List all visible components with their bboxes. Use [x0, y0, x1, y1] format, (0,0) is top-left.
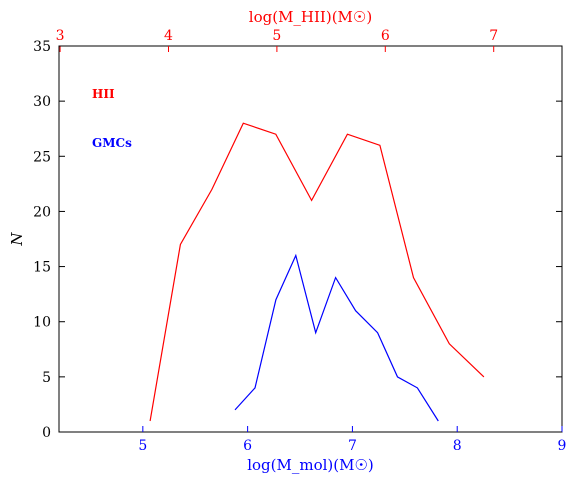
y-tick-label: 5 [42, 370, 51, 386]
top-x-tick-label: 3 [56, 28, 65, 44]
legend-entry-hii: HII [92, 87, 115, 101]
top-x-axis: 3 4 5 6 7 [56, 28, 498, 52]
y-tick-label: 35 [33, 39, 51, 55]
bottom-x-tick-label: 8 [453, 438, 462, 454]
series-layer [149, 122, 485, 422]
y-tick-label: 30 [33, 94, 51, 110]
series-line-gmcs [234, 253, 439, 422]
bottom-x-tick-label: 9 [558, 438, 567, 454]
y-axis: 0 5 10 15 20 25 30 35 [33, 39, 562, 441]
plot-frame [58, 45, 563, 433]
top-x-axis-label: log(M_HII)(M☉) [249, 8, 372, 26]
y-tick-label: 15 [33, 260, 51, 276]
top-x-tick-label: 7 [489, 28, 498, 44]
x-axis-label: log(M_mol)(M☉) [247, 456, 374, 474]
top-x-tick-label: 5 [272, 28, 281, 44]
y-tick-label: 25 [33, 149, 51, 165]
bottom-x-tick-label: 5 [138, 438, 147, 454]
series-line-hii [149, 122, 485, 422]
y-tick-label: 0 [42, 425, 51, 441]
bottom-x-axis: 5 6 7 8 9 [138, 426, 566, 454]
bottom-x-tick-label: 6 [243, 438, 252, 454]
y-axis-label: N [8, 232, 26, 247]
y-tick-label: 10 [33, 315, 51, 331]
y-tick-label: 20 [33, 204, 51, 220]
legend-entry-gmcs: GMCs [92, 136, 132, 150]
top-x-tick-label: 6 [381, 28, 390, 44]
bottom-x-tick-label: 7 [348, 438, 357, 454]
top-x-tick-label: 4 [164, 28, 173, 44]
